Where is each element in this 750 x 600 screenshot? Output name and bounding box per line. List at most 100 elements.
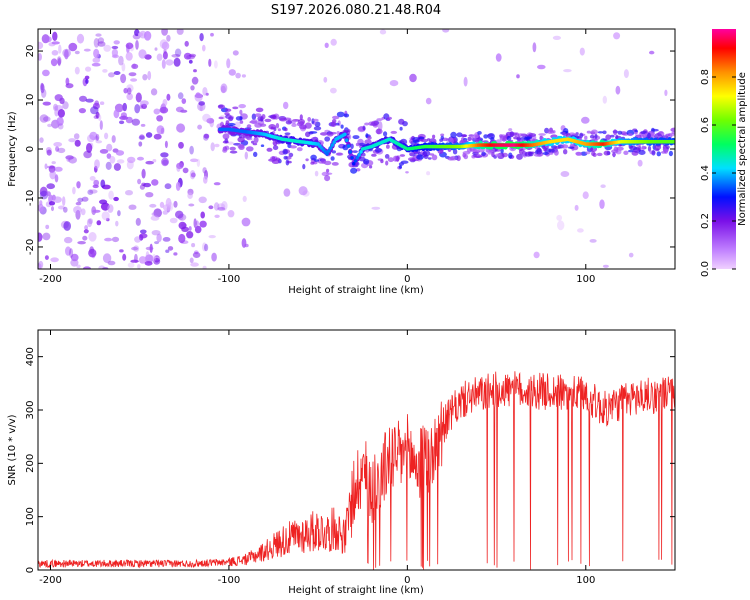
spectrogram-ridge-halo (387, 157, 394, 163)
snr-marks (38, 371, 675, 570)
spectrogram-ridge-halo (422, 150, 431, 157)
snr-x-ticks: -200 -100 0 100 (39, 330, 595, 586)
spectrogram-noise-blob (76, 181, 81, 189)
colorbar-label: Normalized spectral amplitude (737, 72, 748, 226)
spectrogram-noise-blob (57, 205, 65, 210)
spectrogram-ridge-halo (602, 130, 607, 135)
spectrogram-noise-blob (65, 246, 72, 256)
spectrogram-noise-blob (131, 246, 139, 251)
spectrogram-noise-blob (50, 58, 58, 67)
spectrogram-noise-blob (409, 73, 417, 83)
spectrogram-noise-blob (137, 264, 141, 269)
spectrogram-noise-blob (42, 232, 51, 241)
spectrogram-noise-blob (122, 102, 127, 112)
spectrogram-ridge-halo (308, 131, 314, 135)
spectrogram-noise-blob (226, 58, 231, 69)
snr-y-ticks: 0 100 200 300 400 (25, 347, 675, 573)
spectrogram-ridge-halo (495, 139, 502, 144)
spectrogram-ridge-halo (612, 153, 616, 157)
spectrogram-noise-blob (205, 92, 209, 96)
spectrogram-ridge-halo (502, 138, 506, 142)
spectrogram-noise-blob (83, 150, 92, 159)
spectrogram-noise-blob (139, 233, 148, 239)
snr-series-line (38, 371, 675, 570)
spectrogram-noise-blob (202, 242, 207, 252)
spectrogram-noise-blob (38, 41, 44, 50)
spectrogram-ridge-halo (347, 129, 351, 133)
spectrogram-ridge-halo (408, 157, 416, 162)
spectrogram-noise-blob (532, 42, 537, 53)
spectrogram-ridge-halo (254, 122, 263, 128)
spectrogram-noise-blob (162, 204, 172, 211)
spectrogram-noise-blob (143, 182, 152, 188)
spectrogram-noise-blob (145, 251, 150, 259)
spectrogram-ridge-halo (286, 160, 292, 164)
spectrogram-noise-blob (51, 41, 60, 45)
spectrogram-noise-blob (76, 33, 85, 44)
spectrogram-ridge-halo (283, 155, 288, 160)
spectrogram-noise-blob (100, 179, 106, 188)
spectrogram-noise-blob (101, 211, 110, 221)
spectrogram-noise-blob (115, 220, 119, 227)
spectrogram-y-tick-label: -20 (25, 239, 36, 255)
spectrogram-noise-blob (177, 92, 184, 100)
spectrogram-ridge-halo (670, 127, 675, 132)
spectrogram-ridge-halo (340, 124, 344, 129)
spectrogram-ridge-halo (611, 149, 619, 154)
spectrogram-ridge-halo (390, 130, 398, 134)
spectrogram-noise-blob (54, 94, 63, 102)
spectrogram-ridge-halo (500, 147, 504, 154)
spectrogram-ridge-halo (623, 150, 629, 155)
spectrogram-ridge-halo (483, 134, 489, 139)
spectrogram-noise-blob (557, 220, 565, 231)
spectrogram-noise-blob (113, 109, 120, 119)
spectrogram-noise-blob (134, 253, 138, 263)
spectrogram-noise-blob (154, 241, 160, 245)
spectrogram-noise-blob (113, 196, 119, 202)
spectrogram-noise-blob (242, 195, 247, 202)
spectrogram-noise-blob (95, 33, 102, 37)
spectrogram-ridge-halo (416, 154, 424, 160)
spectrogram-ridge-halo (271, 156, 276, 160)
spectrogram-ridge-halo (299, 124, 307, 130)
spectrogram-noise-blob (463, 76, 468, 87)
spectrogram-noise-blob (105, 161, 112, 170)
spectrogram-x-ticks: -200 -100 0 100 (39, 29, 595, 285)
spectrogram-noise-blob (220, 85, 226, 94)
spectrogram-noise-blob (64, 49, 69, 60)
spectrogram-noise-blob (84, 225, 88, 231)
spectrogram-noise-blob (117, 210, 121, 217)
spectrogram-noise-blob (76, 264, 81, 269)
spectrogram-noise-blob (46, 183, 55, 190)
spectrogram-ridge-cell (352, 161, 356, 166)
spectrogram-noise-blob (533, 251, 540, 259)
spectrogram-noise-blob (152, 159, 157, 163)
spectrogram-noise-blob (150, 88, 158, 96)
spectrogram-noise-blob (51, 206, 54, 212)
spectrogram-noise-blob (45, 224, 50, 230)
spectrogram-noise-blob (182, 167, 189, 174)
spectrogram-ridge-halo (477, 131, 482, 135)
spectrogram-noise-blob (63, 236, 73, 244)
spectrogram-noise-blob (204, 243, 209, 252)
spectrogram-noise-blob (160, 152, 169, 158)
spectrogram-ridge-halo (217, 104, 225, 109)
spectrogram-noise-blob (119, 120, 125, 125)
spectrogram-noise-blob (127, 156, 136, 164)
spectrogram-noise-blob (83, 229, 89, 234)
spectrogram-y-ticks: -20 -10 0 10 20 (25, 45, 675, 255)
spectrogram-ridge-halo (291, 120, 296, 125)
spectrogram-noise-blob (190, 158, 199, 163)
spectrogram-noise-blob (95, 140, 103, 144)
spectrogram-noise-blob (93, 38, 100, 48)
spectrogram-ridge-halo (584, 135, 588, 140)
spectrogram-noise-blob (141, 168, 146, 179)
spectrogram-noise-blob (106, 143, 113, 152)
spectrogram-ridge-halo (251, 140, 255, 144)
spectrogram-noise-blob (164, 140, 168, 149)
spectrogram-ridge-halo (514, 132, 520, 137)
spectrogram-ridge-halo (568, 146, 575, 149)
spectrogram-noise-blob (87, 189, 94, 195)
spectrogram-ridge-halo (627, 133, 633, 136)
